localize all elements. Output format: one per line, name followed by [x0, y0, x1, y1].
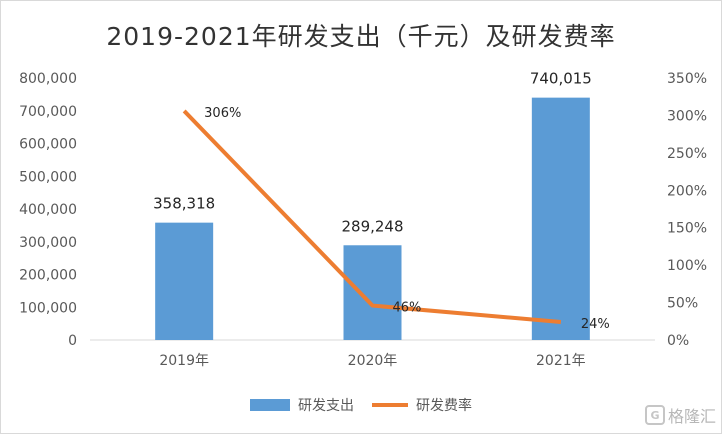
y-left-tick-label: 300,000	[19, 235, 77, 251]
bar-rd-expense	[531, 97, 590, 341]
y-right-tick-label: 350%	[667, 71, 707, 87]
x-tick-label: 2021年	[536, 353, 586, 369]
y-left-tick-label: 700,000	[19, 104, 77, 120]
chart-title: 2019-2021年研发支出（千元）及研发费率	[106, 22, 616, 51]
legend-label-expense: 研发支出	[298, 398, 354, 414]
bar-rd-expense	[155, 222, 214, 340]
bar-data-label: 358,318	[153, 195, 215, 213]
y-right-tick-label: 0%	[667, 333, 689, 349]
x-tick-label: 2019年	[159, 353, 209, 369]
line-data-label: 46%	[393, 301, 422, 316]
bar-rd-expense	[343, 245, 402, 340]
y-left-tick-label: 600,000	[19, 137, 77, 153]
y-left-tick-label: 800,000	[19, 71, 77, 87]
watermark-logo-icon: G	[644, 405, 665, 425]
y-left-tick-label: 200,000	[19, 268, 77, 284]
legend-line-swatch	[372, 403, 408, 407]
legend: 研发支出 研发费率	[0, 395, 722, 415]
y-left-tick-label: 500,000	[19, 169, 77, 185]
bar-data-label: 289,248	[341, 217, 403, 235]
watermark-text: 格隆汇	[667, 407, 716, 426]
watermark: G 格隆汇	[644, 403, 716, 427]
line-data-label: 24%	[581, 317, 610, 332]
y-right-tick-label: 300%	[667, 108, 707, 124]
legend-item-expense: 研发支出	[250, 395, 354, 415]
bar-data-label: 740,015	[530, 70, 592, 88]
line-data-label: 306%	[204, 106, 241, 121]
y-left-tick-label: 0	[68, 333, 77, 349]
y-right-tick-label: 250%	[667, 146, 707, 162]
legend-item-rate: 研发费率	[372, 395, 472, 415]
legend-label-rate: 研发费率	[416, 398, 472, 414]
y-right-tick-label: 50%	[667, 296, 698, 312]
y-right-tick-label: 100%	[667, 258, 707, 274]
y-right-tick-label: 150%	[667, 221, 707, 237]
legend-bar-swatch	[250, 399, 290, 411]
y-right-tick-label: 200%	[667, 183, 707, 199]
x-tick-label: 2020年	[348, 353, 398, 369]
y-left-tick-label: 100,000	[19, 300, 77, 316]
y-left-tick-label: 400,000	[19, 202, 77, 218]
line-rd-rate	[182, 109, 562, 325]
